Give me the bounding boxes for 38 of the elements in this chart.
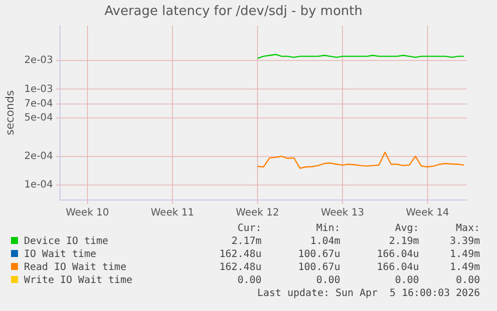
- text: Last update: Sun Apr 5 16:00:03 2026: [256, 287, 481, 300]
- text: 0.00: [236, 274, 263, 287]
- text: 100.67u: [297, 261, 342, 274]
- text: 3.39m: [448, 235, 481, 248]
- text: 162.48u: [218, 248, 263, 261]
- y-tick-label: 2e-04: [24, 150, 54, 162]
- text: Cur:: [236, 222, 263, 235]
- x-tick-label: Week 14: [406, 208, 450, 219]
- text: 0.00: [394, 274, 420, 287]
- y-axis-title: seconds: [3, 90, 16, 136]
- chart-title: Average latency for /dev/sdj - by month: [104, 4, 362, 20]
- legend-label: Read IO Wait time: [24, 262, 126, 273]
- y-tick-label: 7e-04: [24, 98, 54, 110]
- text: 166.04u: [376, 261, 420, 274]
- x-tick-label: Week 10: [66, 208, 110, 219]
- y-tick-label: 5e-04: [24, 112, 54, 124]
- legend-label: IO Wait time: [24, 249, 96, 260]
- text: 2.19m: [388, 235, 420, 248]
- y-tick-label: 1e-03: [24, 84, 54, 95]
- text: Max:: [454, 222, 481, 235]
- legend-label: Write IO Wait time: [24, 275, 132, 286]
- text: 0.00: [315, 274, 342, 287]
- legend-label: Device IO time: [24, 236, 108, 247]
- y-tick-label: 2e-03: [24, 54, 54, 66]
- text: 2.17m: [230, 235, 263, 248]
- x-tick-label: Week 11: [150, 208, 194, 219]
- text: 1.49m: [448, 248, 481, 261]
- text: Min:: [315, 222, 342, 235]
- text: 166.04u: [376, 248, 420, 261]
- x-tick-label: Week 12: [236, 208, 280, 219]
- x-tick-label: Week 13: [320, 208, 364, 219]
- text: 100.67u: [297, 248, 342, 261]
- text: 1.04m: [309, 235, 342, 248]
- y-tick-label: 1e-04: [24, 180, 54, 191]
- text: 0.00: [454, 274, 481, 287]
- text: 1.49m: [448, 261, 481, 274]
- text: Avg:: [394, 222, 420, 235]
- text: 162.48u: [218, 261, 263, 274]
